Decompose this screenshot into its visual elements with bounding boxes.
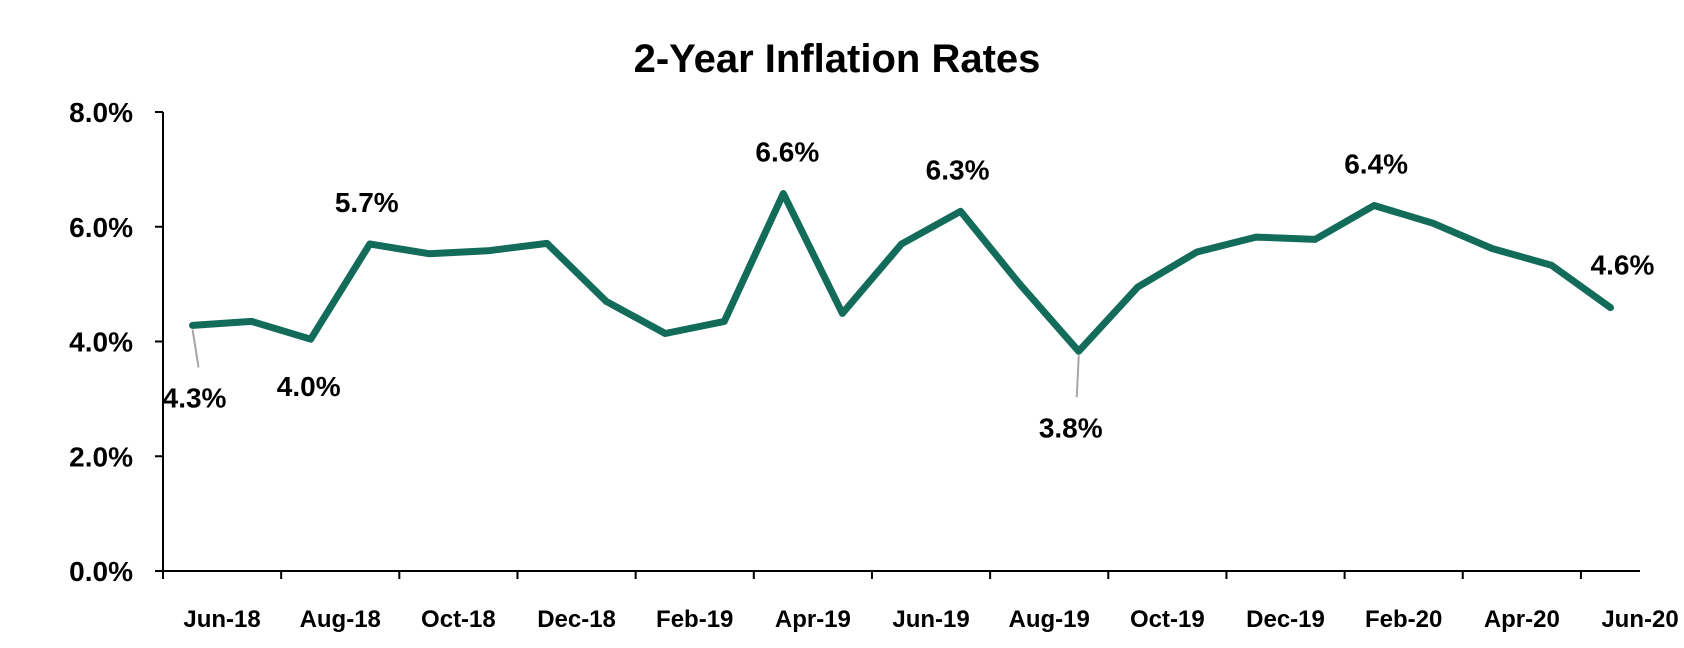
- label-leader-line: [1075, 355, 1080, 398]
- series-line: [189, 190, 1614, 355]
- x-tick-label: Oct-19: [1130, 606, 1205, 633]
- x-tick-label: Apr-19: [775, 606, 851, 633]
- x-tick-label: Feb-19: [656, 606, 733, 633]
- data-label: 5.7%: [335, 187, 399, 218]
- x-tick-label: Dec-19: [1246, 606, 1325, 633]
- data-label: 3.8%: [1039, 412, 1103, 443]
- x-tick-label: Aug-18: [300, 606, 381, 633]
- x-tick-label: Dec-18: [537, 606, 616, 633]
- x-tick-label: Apr-20: [1484, 606, 1560, 633]
- series-group: [189, 190, 1614, 355]
- x-tick-label: Jun-19: [892, 606, 969, 633]
- data-label: 6.3%: [926, 154, 990, 185]
- x-tick-label: Jun-18: [183, 606, 260, 633]
- x-tick-label: Aug-19: [1009, 606, 1090, 633]
- data-label: 4.0%: [277, 371, 341, 402]
- y-tick-label: 6.0%: [69, 212, 133, 243]
- chart-title: 2-Year Inflation Rates: [634, 37, 1041, 81]
- y-tick-label: 8.0%: [69, 97, 133, 128]
- x-tick-label: Jun-20: [1601, 606, 1678, 633]
- y-ticks: 0.0% 2.0% 4.0% 6.0% 8.0%: [69, 97, 163, 587]
- x-tick-label: Oct-18: [421, 606, 496, 633]
- y-tick-label: 2.0%: [69, 441, 133, 472]
- data-label: 4.6%: [1591, 250, 1655, 281]
- data-label: 6.6%: [755, 136, 819, 167]
- x-ticks: Jun-18 Aug-18 Oct-18 Dec-18 Feb-19 Apr-19 Jun-…: [162, 571, 1679, 633]
- label-leader-lines: [191, 329, 1080, 398]
- data-label: 4.3%: [163, 382, 227, 413]
- x-tick-label: Feb-20: [1365, 606, 1442, 633]
- data-label: 6.4%: [1344, 149, 1408, 180]
- y-tick-label: 0.0%: [69, 556, 133, 587]
- label-leader-line: [191, 329, 200, 368]
- data-labels: 4.3% 4.0% 5.7% 6.6% 6.3% 3.8% 6.4% 4.6%: [163, 136, 1655, 443]
- y-tick-label: 4.0%: [69, 327, 133, 358]
